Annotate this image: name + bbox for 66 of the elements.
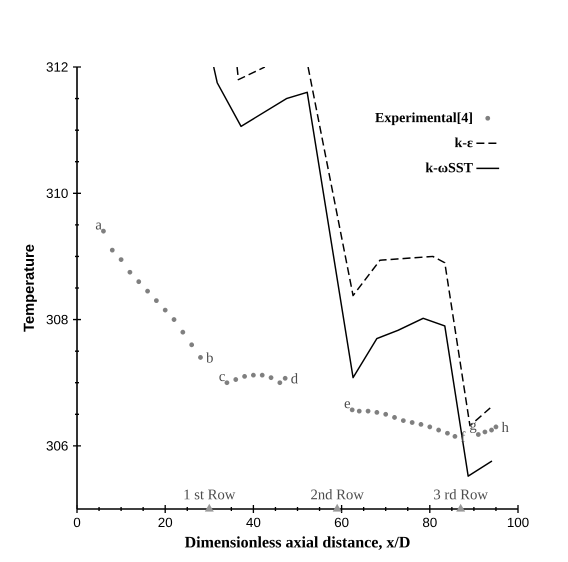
point (418, 422, 424, 427)
legend-label: k-ωSST (426, 162, 473, 172)
annotation: 1 st Row (184, 490, 236, 500)
annotation: a (96, 222, 102, 230)
point (452, 434, 458, 439)
point (482, 430, 488, 434)
x-tick-label: 100 (508, 518, 529, 528)
y-tick-label: 308 (46, 314, 68, 324)
point (101, 228, 106, 234)
point (162, 308, 168, 313)
y-tick-label: 312 (46, 62, 68, 72)
annotation: 3 rd Row (434, 489, 488, 500)
point (136, 279, 142, 284)
x-tick-label: 0 (74, 518, 80, 528)
point (356, 408, 362, 414)
x-tick-label: 40 (246, 518, 260, 528)
point (476, 432, 481, 437)
annotation: c (219, 374, 225, 382)
point (494, 424, 498, 430)
point (374, 410, 380, 415)
x-tick-label: 60 (334, 518, 348, 528)
point (250, 372, 256, 378)
annotation: 2nd Row (311, 489, 364, 500)
annotation: h (502, 422, 509, 432)
point (332, 504, 342, 512)
point (154, 298, 159, 304)
legend-label: Experimental[4] (375, 112, 472, 126)
legend-label: k-ε (454, 137, 473, 148)
annotation: b (206, 352, 213, 363)
annotation: g (470, 422, 476, 433)
point (277, 380, 282, 386)
point (172, 317, 176, 322)
x-tick-label: 80 (422, 518, 437, 528)
point (260, 372, 265, 378)
point (436, 428, 442, 432)
y-tick-label: 306 (46, 441, 68, 451)
annotation: d (291, 373, 298, 384)
point (224, 380, 230, 386)
point (268, 375, 274, 380)
point (204, 504, 214, 512)
point (128, 270, 132, 275)
point (233, 377, 238, 382)
annotation: e (344, 401, 350, 408)
point (489, 428, 494, 432)
point (445, 430, 450, 436)
point (366, 408, 370, 414)
point (456, 504, 465, 512)
point (400, 418, 406, 424)
point (410, 420, 415, 425)
point (350, 407, 355, 412)
point (118, 257, 124, 262)
point (383, 412, 388, 417)
point (189, 342, 194, 348)
point (242, 374, 247, 379)
x-tick-label: 20 (158, 518, 172, 528)
line-series (212, 67, 493, 477)
point (198, 355, 203, 360)
y-axis-title: Temperature (24, 244, 37, 332)
point (427, 424, 432, 430)
point (282, 376, 288, 381)
point (110, 248, 115, 253)
point (392, 415, 397, 420)
point (180, 330, 186, 335)
y-tick-label: 310 (46, 188, 68, 198)
x-axis-title: Dimensionless axial distance, x/D (184, 536, 410, 550)
point (145, 288, 150, 294)
